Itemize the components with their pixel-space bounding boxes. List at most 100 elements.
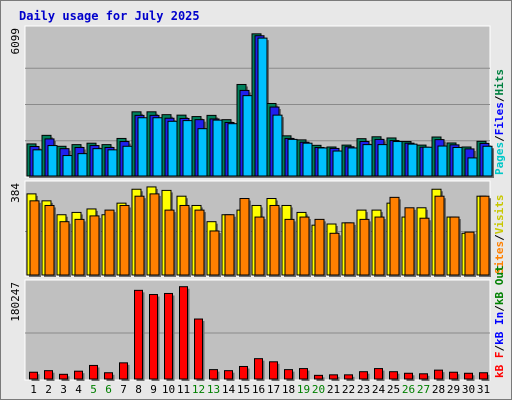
x-tick-label-25: 25 bbox=[387, 383, 400, 396]
bar-pages-7 bbox=[122, 145, 133, 177]
x-tick-label-11: 11 bbox=[177, 383, 190, 396]
bar-kbf-2 bbox=[44, 370, 53, 380]
legend-entry: / bbox=[493, 135, 506, 142]
x-tick-label-2: 2 bbox=[45, 383, 52, 396]
x-tick-label-4: 4 bbox=[75, 383, 82, 396]
bar-sites-9 bbox=[149, 193, 160, 276]
x-axis: 1 2 3 4 5 6 7 8 9 10 11 12 13 14 15 16 17 18 19 20 21 22 23 24 2… bbox=[30, 383, 490, 396]
x-tick-label-15: 15 bbox=[237, 383, 250, 396]
bar-pages-9 bbox=[152, 117, 163, 177]
bar-kbf-3 bbox=[59, 373, 68, 380]
bar-kbf-20 bbox=[314, 374, 323, 380]
bar-pages-2 bbox=[47, 145, 58, 177]
bar-sites-11 bbox=[179, 204, 190, 276]
bar-pages-17 bbox=[272, 114, 283, 177]
bar-kbf-25 bbox=[389, 371, 398, 380]
panel-visits-sites: 384 Sites/Visits bbox=[9, 180, 506, 277]
bar-kbf-30 bbox=[464, 372, 473, 380]
bar-pages-28 bbox=[437, 145, 448, 177]
bar-pages-18 bbox=[287, 138, 298, 177]
x-tick-label-14: 14 bbox=[222, 383, 236, 396]
bar-sites-17 bbox=[269, 204, 280, 276]
x-tick-label-13: 13 bbox=[207, 383, 220, 396]
legend-entry: / bbox=[493, 345, 506, 352]
bar-pages-12 bbox=[197, 128, 208, 177]
bar-kbf-26 bbox=[404, 372, 413, 380]
legend-entry: Sites bbox=[493, 241, 506, 274]
legend-entry: / bbox=[493, 95, 506, 102]
bar-pages-1 bbox=[32, 149, 43, 177]
legend-kbytes: kB F/kB In/kB Out bbox=[493, 265, 506, 378]
bar-kbf-1 bbox=[29, 371, 38, 380]
x-tick-label-3: 3 bbox=[60, 383, 67, 396]
bar-kbf-4 bbox=[74, 370, 83, 380]
bar-kbf-8 bbox=[134, 289, 143, 380]
x-tick-label-10: 10 bbox=[162, 383, 175, 396]
bar-sites-29 bbox=[449, 216, 460, 276]
bar-kbf-16 bbox=[254, 358, 263, 380]
bar-pages-31 bbox=[482, 145, 493, 177]
x-tick-label-7: 7 bbox=[120, 383, 127, 396]
bar-kbf-28 bbox=[434, 369, 443, 380]
bar-sites-22 bbox=[344, 222, 355, 276]
bar-pages-3 bbox=[62, 155, 73, 177]
bar-sites-27 bbox=[419, 217, 430, 276]
x-tick-label-29: 29 bbox=[447, 383, 460, 396]
legend-entry: / bbox=[493, 234, 506, 241]
bar-sites-21 bbox=[329, 232, 340, 276]
bar-pages-27 bbox=[422, 146, 433, 177]
legend-entry: Hits bbox=[493, 69, 506, 96]
bar-kbf-6 bbox=[104, 372, 113, 380]
bar-pages-11 bbox=[182, 120, 193, 177]
bar-pages-6 bbox=[107, 149, 118, 177]
x-tick-label-22: 22 bbox=[342, 383, 355, 396]
bar-pages-21 bbox=[332, 150, 343, 177]
x-tick-label-8: 8 bbox=[135, 383, 142, 396]
bar-sites-4 bbox=[74, 218, 85, 276]
x-tick-label-27: 27 bbox=[417, 383, 430, 396]
bar-sites-20 bbox=[314, 218, 325, 276]
bar-kbf-18 bbox=[284, 369, 293, 380]
bar-sites-24 bbox=[374, 216, 385, 276]
legend-entry: kB F bbox=[493, 352, 506, 379]
bar-pages-8 bbox=[137, 117, 148, 177]
bar-sites-1 bbox=[29, 200, 40, 276]
bar-kbf-22 bbox=[344, 374, 353, 380]
bar-pages-22 bbox=[347, 147, 358, 177]
bar-pages-13 bbox=[212, 119, 223, 177]
bar-sites-18 bbox=[284, 218, 295, 276]
bar-kbf-17 bbox=[269, 361, 278, 380]
x-tick-label-26: 26 bbox=[402, 383, 415, 396]
x-tick-label-28: 28 bbox=[432, 383, 445, 396]
legend-hits-files-pages: Pages/Files/Hits bbox=[493, 69, 506, 175]
x-tick-label-9: 9 bbox=[150, 383, 157, 396]
bar-sites-28 bbox=[434, 195, 445, 276]
bar-pages-15 bbox=[242, 95, 253, 177]
bar-kbf-21 bbox=[329, 374, 338, 380]
bar-pages-20 bbox=[317, 147, 328, 177]
bar-kbf-10 bbox=[164, 292, 173, 380]
y-max-label: 180247 bbox=[9, 282, 22, 322]
x-tick-label-31: 31 bbox=[477, 383, 490, 396]
bar-sites-12 bbox=[194, 209, 205, 276]
x-tick-label-17: 17 bbox=[267, 383, 280, 396]
bar-kbf-14 bbox=[224, 370, 233, 380]
bar-sites-23 bbox=[359, 218, 370, 276]
bar-kbf-7 bbox=[119, 362, 128, 380]
x-tick-label-18: 18 bbox=[282, 383, 295, 396]
bar-sites-16 bbox=[254, 216, 265, 276]
bar-kbf-31 bbox=[479, 372, 488, 380]
bar-sites-10 bbox=[164, 209, 175, 276]
bar-pages-14 bbox=[227, 123, 238, 177]
x-tick-label-12: 12 bbox=[192, 383, 205, 396]
bar-sites-6 bbox=[104, 209, 115, 276]
bar-sites-7 bbox=[119, 204, 130, 276]
bar-kbf-29 bbox=[449, 371, 458, 380]
legend-entry: Files bbox=[493, 102, 506, 135]
legend-entry: Pages bbox=[493, 142, 506, 175]
x-tick-label-19: 19 bbox=[297, 383, 310, 396]
bar-pages-30 bbox=[467, 157, 478, 177]
